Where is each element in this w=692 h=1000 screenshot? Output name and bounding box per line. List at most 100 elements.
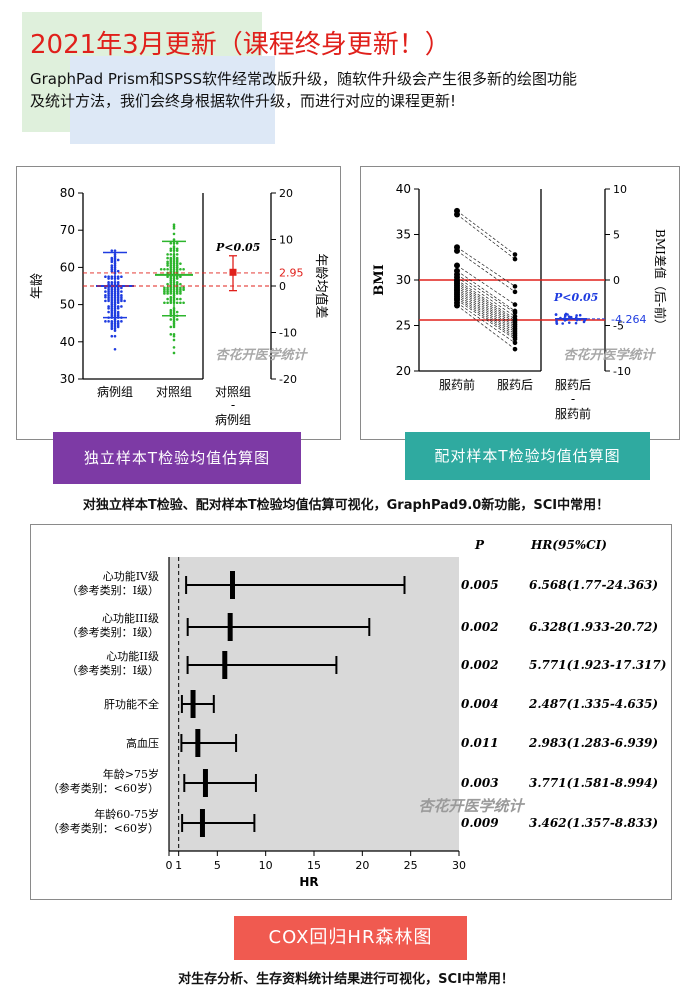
data-point-control — [175, 301, 179, 305]
y-tick-label: 70 — [60, 223, 75, 237]
x-tick-label: 15 — [307, 859, 321, 872]
x-label: 服药后 — [555, 378, 591, 392]
x-label: 对照组 — [215, 385, 251, 399]
x-axis-title: HR — [299, 875, 318, 889]
y-right-tick-label: 5 — [613, 229, 620, 242]
data-point-control — [175, 267, 179, 271]
data-point-control — [172, 351, 176, 355]
row-p-value: 0.003 — [461, 776, 499, 790]
row-hr-ci: 2.487(1.335-4.635) — [528, 697, 658, 711]
data-point-case — [116, 307, 120, 310]
data-point-case — [113, 321, 117, 325]
row-p-value: 0.002 — [461, 620, 499, 634]
data-point-before — [454, 262, 460, 269]
data-point-case — [116, 325, 120, 329]
data-point-case — [107, 295, 110, 299]
data-point-case — [123, 299, 126, 303]
y-tick-label: 60 — [60, 260, 75, 274]
pair-line — [456, 296, 516, 336]
data-point-control — [169, 325, 173, 329]
data-point-control — [179, 301, 182, 305]
data-point-case — [113, 249, 117, 252]
data-point-control — [182, 301, 185, 305]
x-tick-label: 30 — [452, 859, 466, 872]
data-point-control — [169, 264, 173, 267]
data-point-control — [172, 338, 176, 342]
unpaired-estimation-panel: 30 40 50 60 70 80 -20 -10 0 10 20 年龄 年龄均值差 2.95 P<0.05… — [16, 166, 341, 440]
data-point-case — [120, 299, 123, 303]
data-point-case — [107, 305, 110, 308]
data-point-control — [172, 323, 176, 327]
data-point-case — [110, 301, 114, 305]
data-point-control — [182, 288, 185, 292]
data-point-control — [172, 238, 176, 241]
diff-point — [575, 314, 578, 317]
data-point-control — [179, 288, 182, 292]
pair-line — [456, 210, 516, 255]
caption-forest: 对生存分析、生存资料统计结果进行可视化，SCI中常用！ — [178, 972, 514, 987]
forest-panel: 0 1 5 10 15 20 25 30 HR P HR(95%CI) 心功能IV级 （参考类别：I级）… — [30, 524, 672, 900]
pair-line — [456, 288, 516, 329]
data-point-control — [175, 292, 179, 295]
data-point-case — [116, 280, 120, 284]
watermark: 杏花开医学统计 — [418, 797, 525, 815]
data-point-case — [116, 282, 120, 286]
data-point-case — [120, 290, 123, 293]
data-point-case — [113, 320, 117, 323]
data-point-control — [169, 282, 173, 286]
data-point-control — [179, 282, 182, 286]
diff-point — [574, 321, 578, 325]
y-axis-title: BMI — [372, 264, 387, 295]
x-label: 服药后 — [497, 378, 533, 392]
data-point-control — [179, 262, 182, 265]
plot-background — [169, 557, 459, 851]
data-point-control — [172, 225, 176, 228]
data-point-control — [175, 297, 179, 301]
data-point-control — [175, 256, 179, 260]
data-point-case — [113, 334, 117, 338]
data-point-case — [104, 320, 107, 323]
data-point-before — [454, 247, 460, 254]
data-point-control — [163, 267, 166, 271]
x-tick-label: 10 — [259, 859, 273, 872]
col-header-hr: HR(95%CI) — [530, 538, 607, 552]
data-point-control — [172, 321, 176, 325]
data-point-control — [166, 264, 169, 267]
data-point-control — [169, 290, 173, 293]
data-point-case — [120, 294, 123, 297]
data-point-control — [175, 318, 179, 321]
row-label: 心功能II级 — [106, 649, 159, 663]
data-point-control — [169, 277, 173, 280]
row-sublabel: （参考类别：<60岁） — [48, 781, 159, 795]
data-point-control — [172, 223, 176, 226]
data-point-control — [163, 290, 166, 293]
data-point-control — [175, 241, 179, 245]
data-point-control — [163, 286, 166, 290]
data-point-case — [110, 280, 114, 284]
data-point-control — [182, 286, 185, 290]
data-point-case — [116, 299, 120, 303]
row-p-value: 0.002 — [461, 658, 499, 672]
data-point-case — [110, 314, 114, 318]
paired-estimation-panel: 20 25 30 35 40 -10 -5 0 5 10 BMI BMI差值（后-前） -4.264 P<… — [360, 166, 680, 440]
data-point-case — [113, 323, 117, 327]
data-point-control — [169, 292, 173, 295]
data-point-control — [182, 267, 185, 271]
y-right-tick-label: 0 — [613, 274, 620, 287]
data-point-case — [107, 297, 110, 301]
row-p-value: 0.011 — [461, 736, 499, 750]
unpaired-band-label: 独立样本T检验均值估算图 — [53, 432, 301, 484]
data-point-after — [512, 256, 518, 262]
data-point-case — [116, 288, 120, 292]
y-tick-label: 40 — [396, 182, 411, 196]
row-hr-ci: 5.771(1.923-17.317) — [529, 658, 666, 672]
data-point-case — [110, 256, 114, 260]
data-point-case — [110, 308, 114, 312]
data-point-case — [110, 320, 114, 323]
data-point-case — [110, 258, 114, 262]
data-point-after — [512, 252, 518, 257]
data-point-case — [107, 307, 110, 310]
data-point-case — [110, 286, 114, 290]
data-point-control — [172, 334, 176, 338]
paired-estimation-chart: 20 25 30 35 40 -10 -5 0 5 10 BMI BMI差值（后-前） -4.264 P<… — [372, 182, 668, 421]
